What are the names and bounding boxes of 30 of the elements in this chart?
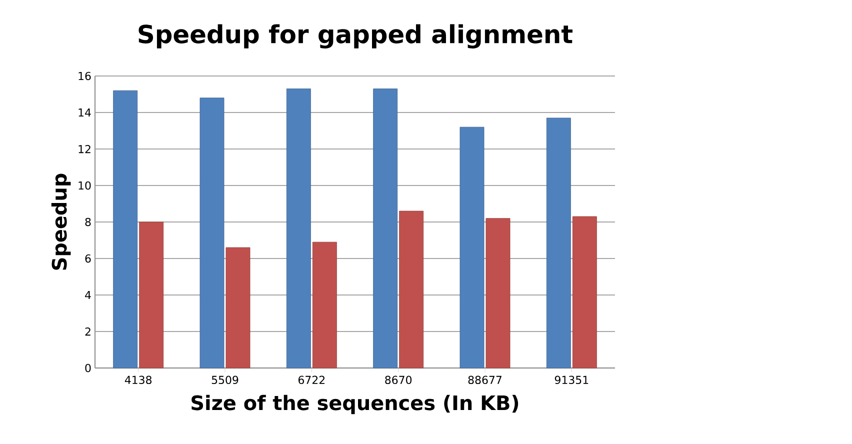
y-tick-label: 0: [85, 364, 91, 372]
x-axis-title: Size of the sequences (In KB): [192, 394, 518, 414]
x-tick-label: 4138: [124, 376, 152, 384]
y-tick-label: 14: [78, 108, 91, 116]
x-tick-label: 5509: [212, 376, 238, 384]
y-tick-label: 6: [85, 254, 91, 263]
bar: [373, 88, 398, 368]
bar: [226, 247, 250, 368]
y-axis-title: Speedup: [51, 174, 71, 270]
bar: [200, 98, 224, 368]
bar: [286, 88, 311, 368]
y-tick-label: 8: [85, 218, 91, 226]
x-tick-label: 88677: [468, 376, 502, 384]
bar: [139, 222, 164, 368]
bar: [312, 242, 337, 368]
bar: [460, 126, 484, 368]
bar: [572, 216, 597, 368]
y-tick-label: 2: [85, 327, 90, 336]
y-tick-label: 16: [78, 72, 91, 80]
x-tick-label: 8670: [385, 376, 412, 384]
y-tick-label: 4: [85, 291, 91, 299]
y-tick-label: 10: [78, 181, 91, 190]
bar: [546, 118, 571, 368]
chart-title: Speedup for gapped alignment: [138, 24, 572, 48]
bar: [399, 210, 424, 368]
x-tick-label: 91351: [554, 376, 588, 384]
bar: [486, 218, 510, 368]
bar: [113, 90, 138, 368]
x-tick-label: 6722: [298, 376, 325, 384]
y-tick-label: 12: [78, 144, 90, 154]
